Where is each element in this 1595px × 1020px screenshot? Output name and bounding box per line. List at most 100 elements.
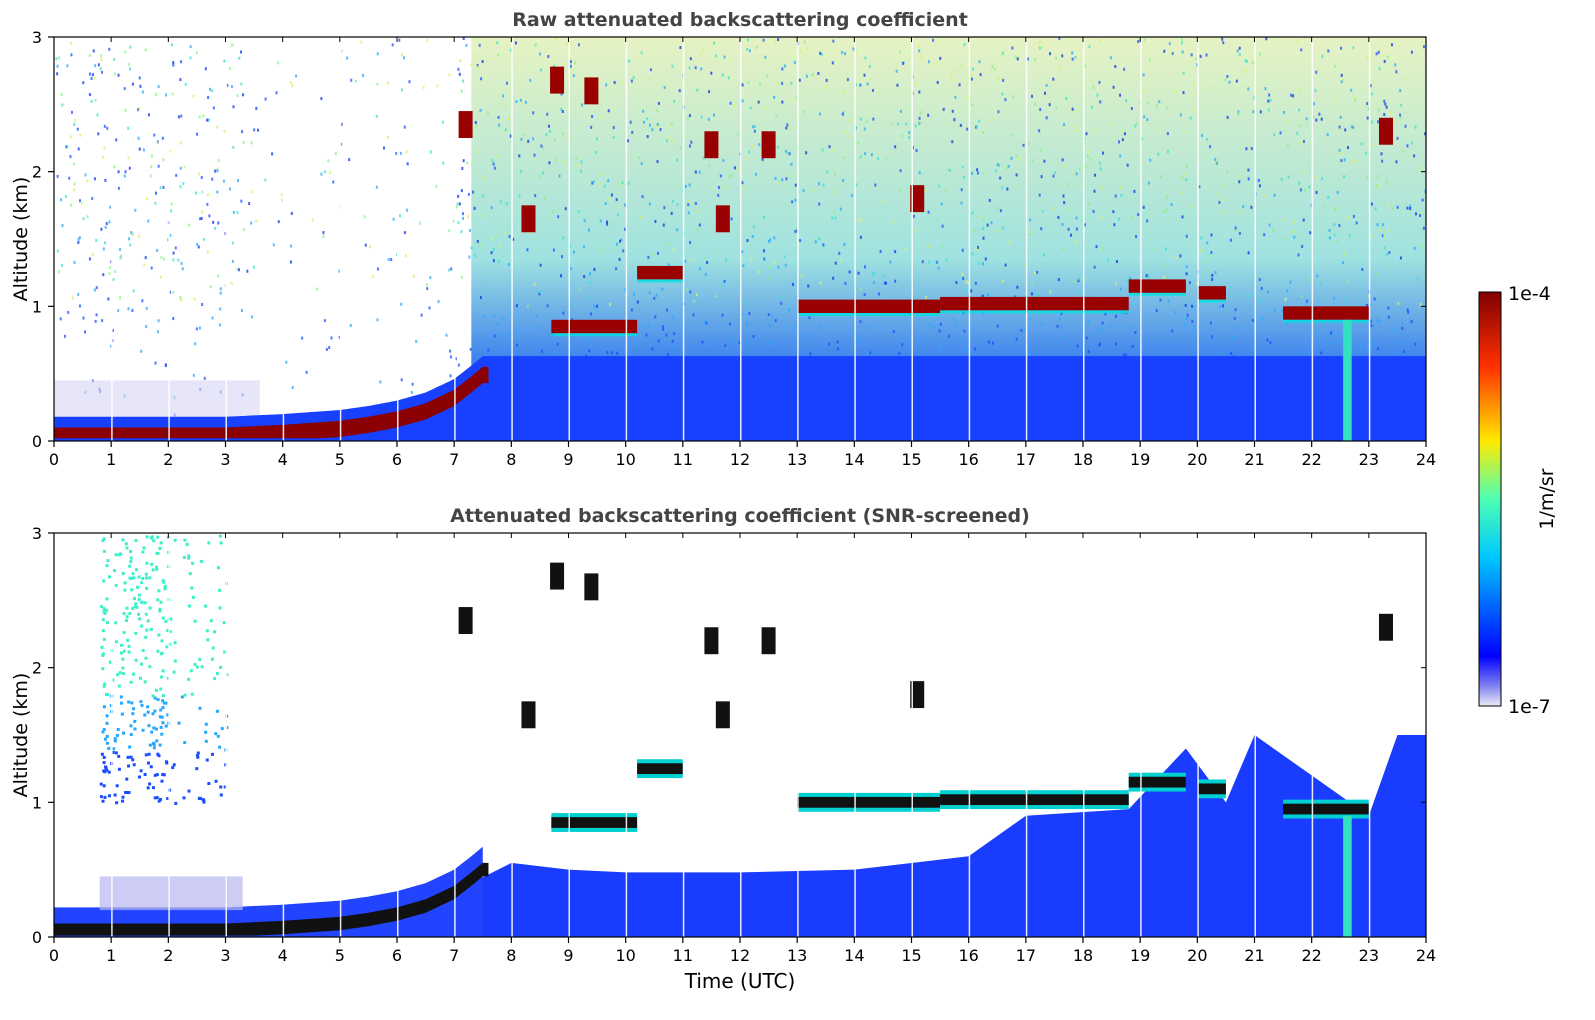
raw-speckle	[1210, 233, 1213, 237]
raw-speckle	[1219, 304, 1222, 308]
raw-speckle	[684, 259, 687, 263]
x-tick-label: 21	[1244, 946, 1264, 965]
screened-elevated-aerosol	[157, 633, 161, 637]
raw-speckle	[468, 229, 471, 233]
raw-speckle	[1075, 216, 1078, 220]
raw-speckle	[703, 320, 706, 324]
screened-elevated-aerosol	[222, 621, 226, 625]
raw-speckle	[73, 182, 76, 186]
raw-speckle	[107, 297, 110, 301]
screened-elevated-aerosol	[155, 567, 159, 571]
raw-speckle	[754, 124, 757, 128]
screened-elevated-aerosol	[117, 754, 121, 758]
raw-speckle	[156, 248, 159, 252]
screened-elevated-aerosol	[219, 665, 223, 669]
raw-speckle	[137, 136, 140, 140]
raw-speckle	[832, 276, 835, 280]
raw-speckle	[1060, 312, 1063, 316]
raw-speckle	[400, 378, 403, 382]
raw-speckle	[917, 121, 920, 125]
raw-speckle	[578, 287, 581, 291]
raw-speckle	[612, 126, 615, 130]
raw-speckle	[918, 116, 921, 120]
raw-speckle	[338, 335, 341, 339]
screened-cloud-layer	[551, 817, 638, 828]
raw-speckle	[1100, 328, 1103, 332]
raw-speckle	[714, 54, 717, 58]
raw-speckle	[709, 342, 712, 346]
raw-speckle	[962, 277, 965, 281]
raw-speckle	[166, 238, 169, 242]
raw-body	[54, 37, 1426, 441]
raw-speckle	[376, 82, 379, 86]
raw-speckle	[450, 267, 453, 271]
x-tick-label: 8	[506, 946, 516, 965]
screened-elevated-aerosol	[156, 551, 160, 555]
raw-speckle	[1099, 167, 1102, 171]
raw-speckle	[729, 174, 732, 178]
raw-speckle	[1409, 207, 1412, 211]
raw-speckle	[1171, 52, 1174, 56]
raw-speckle	[445, 333, 448, 337]
raw-speckle	[1061, 158, 1064, 162]
raw-speckle	[1031, 94, 1034, 98]
raw-speckle	[1092, 129, 1095, 133]
raw-speckle	[123, 174, 126, 178]
raw-speckle	[953, 70, 956, 74]
raw-speckle	[982, 218, 985, 222]
raw-speckle	[150, 266, 153, 270]
raw-speckle	[219, 307, 222, 311]
y-tick-label: 1	[32, 297, 42, 316]
raw-speckle	[966, 127, 969, 131]
raw-speckle	[842, 111, 845, 115]
raw-speckle	[180, 60, 183, 64]
screened-data-gap	[339, 533, 342, 937]
raw-speckle	[137, 234, 140, 238]
screened-elevated-aerosol	[120, 712, 124, 716]
screened-elevated-aerosol	[135, 605, 139, 609]
colorbar-unit-label: 1/m/sr	[1536, 468, 1558, 529]
raw-speckle	[1061, 223, 1064, 227]
screened-elevated-aerosol	[117, 767, 121, 771]
screened-elevated-aerosol	[133, 727, 137, 731]
raw-speckle	[757, 100, 760, 104]
raw-speckle	[752, 334, 755, 338]
screened-cloud-layer	[940, 794, 1129, 806]
raw-speckle	[941, 224, 944, 228]
raw-speckle	[863, 73, 866, 77]
raw-speckle	[1282, 238, 1285, 242]
raw-speckle	[1119, 185, 1122, 189]
raw-speckle	[1093, 173, 1096, 177]
raw-speckle	[721, 284, 724, 288]
raw-speckle	[575, 157, 578, 161]
raw-speckle	[725, 346, 728, 350]
raw-speckle	[1370, 234, 1373, 238]
raw-speckle	[479, 243, 482, 247]
screened-elevated-aerosol	[128, 745, 132, 749]
raw-speckle	[113, 165, 116, 169]
raw-speckle	[529, 78, 532, 82]
raw-speckle	[1191, 304, 1194, 308]
raw-speckle	[1174, 89, 1177, 93]
raw-speckle	[448, 73, 451, 77]
raw-speckle	[84, 330, 87, 334]
raw-speckle	[1002, 226, 1005, 230]
raw-speckle	[773, 345, 776, 349]
raw-speckle	[474, 120, 477, 124]
raw-speckle	[187, 223, 190, 227]
raw-speckle	[762, 216, 765, 220]
screened-data-gap	[854, 533, 856, 937]
raw-speckle	[603, 184, 606, 188]
raw-speckle	[752, 125, 755, 129]
raw-speckle	[127, 156, 130, 160]
raw-speckle	[1040, 227, 1043, 231]
raw-speckle	[395, 252, 398, 256]
raw-speckle	[192, 373, 195, 377]
raw-speckle	[97, 63, 100, 67]
raw-speckle	[94, 98, 97, 102]
raw-speckle	[1130, 326, 1133, 330]
raw-speckle	[1373, 297, 1376, 301]
raw-speckle	[741, 99, 744, 103]
raw-speckle	[479, 296, 482, 300]
raw-speckle	[76, 127, 79, 131]
